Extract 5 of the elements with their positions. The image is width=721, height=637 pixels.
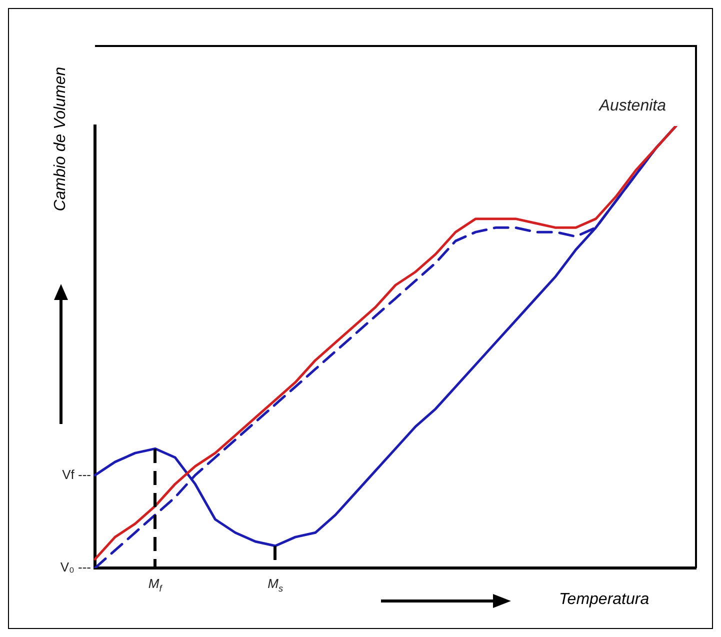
text: Vf --- xyxy=(62,466,91,482)
text: Austenita xyxy=(598,97,666,114)
text: V₀ --- xyxy=(60,560,91,575)
y-axis-title: Cambio de Volumen xyxy=(52,66,70,212)
x-axis-title: Temperatura xyxy=(559,591,650,609)
